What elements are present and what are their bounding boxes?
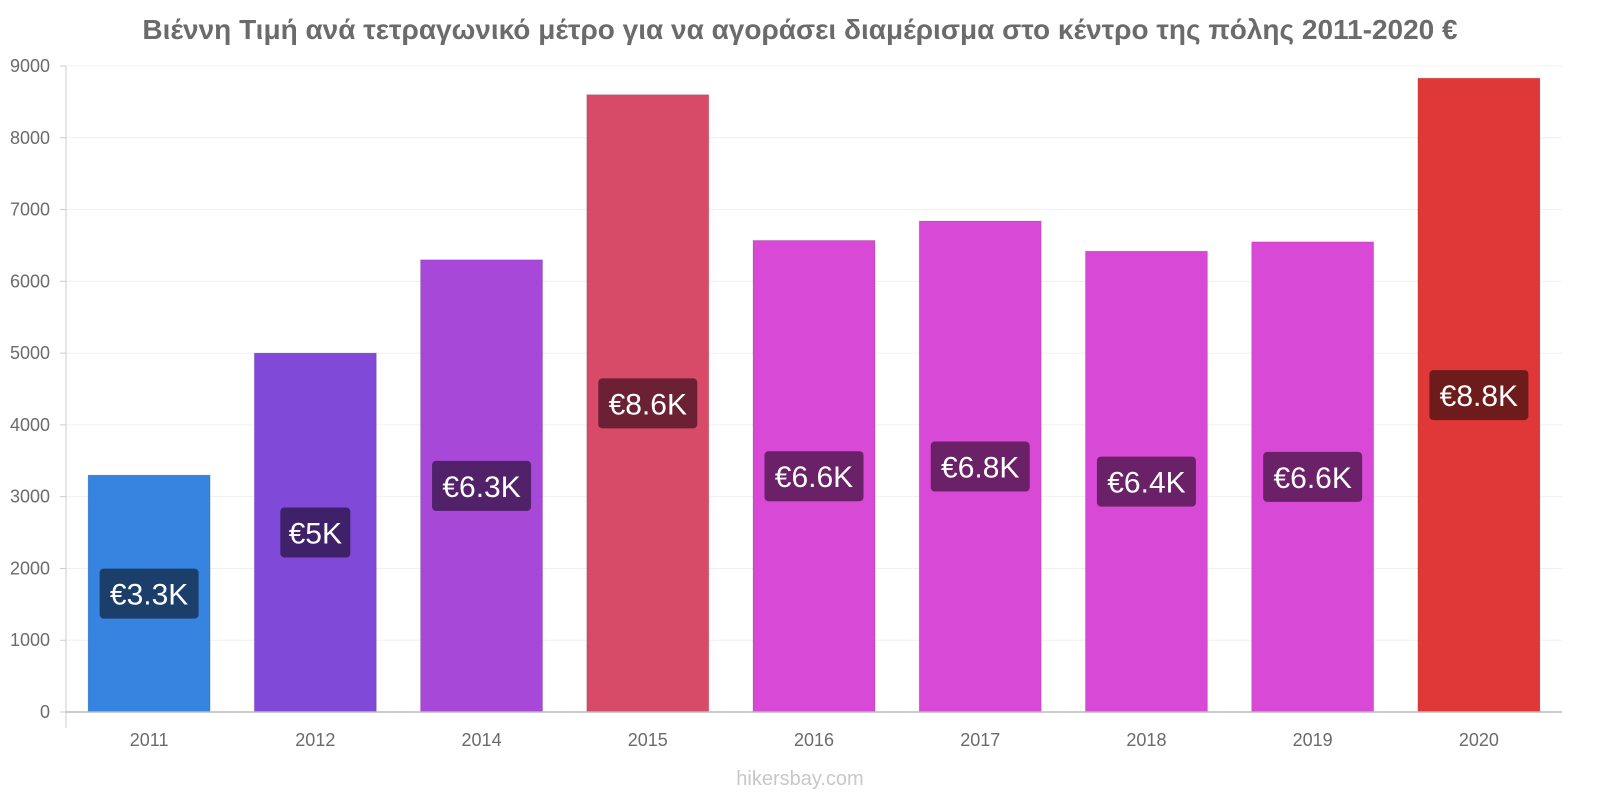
value-label: €6.8K xyxy=(941,452,1019,485)
x-tick-label: 2018 xyxy=(1126,730,1166,750)
value-label: €6.4K xyxy=(1107,467,1185,500)
value-label: €6.3K xyxy=(442,471,520,504)
axes: 0 1000 2000 3000 4000 5000 6000 7000 8000 9000 201… xyxy=(10,56,1562,750)
value-label: €3.3K xyxy=(110,579,188,612)
value-label-box xyxy=(1429,370,1529,421)
y-tick-label: 8000 xyxy=(10,128,50,148)
value-label-box xyxy=(280,507,351,558)
y-tick-label: 7000 xyxy=(10,200,50,220)
y-tick-label: 6000 xyxy=(10,271,50,291)
chart-title: Βιέννη Τιμή ανά τετραγωνικό μέτρο για να… xyxy=(142,14,1458,45)
y-tick-label: 9000 xyxy=(10,56,50,76)
value-label: €5K xyxy=(289,518,342,551)
x-tick-label: 2017 xyxy=(960,730,1000,750)
value-labels: €3.3K €5K €6.3K €8.6K €6.6K €6.8K €6.4K €6.6K €8… xyxy=(99,370,1529,619)
y-tick-label: 1000 xyxy=(10,630,50,650)
value-label-box xyxy=(930,441,1030,492)
x-tick-label: 2019 xyxy=(1293,730,1333,750)
value-label-box xyxy=(1096,456,1196,507)
watermark-source: hikersbay.com xyxy=(736,768,864,790)
value-label: €6.6K xyxy=(775,461,853,494)
value-label-box xyxy=(1263,451,1363,502)
x-tick-label: 2016 xyxy=(794,730,834,750)
x-tick-label: 2020 xyxy=(1459,730,1499,750)
value-label: €6.6K xyxy=(1273,462,1351,495)
value-label-box xyxy=(598,378,698,429)
value-label-box xyxy=(99,568,199,619)
y-tick-label: 5000 xyxy=(10,343,50,363)
value-label: €8.6K xyxy=(609,388,687,421)
value-label-box xyxy=(432,460,532,511)
x-tick-label: 2014 xyxy=(462,730,502,750)
y-tick-label: 3000 xyxy=(10,487,50,507)
y-tick-label: 0 xyxy=(40,702,50,722)
x-tick-label: 2011 xyxy=(130,730,169,750)
bars xyxy=(87,77,1541,713)
y-tick-label: 4000 xyxy=(10,415,50,435)
y-tick-label: 2000 xyxy=(10,558,50,578)
value-label-box xyxy=(764,451,864,502)
x-tick-label: 2015 xyxy=(628,730,668,750)
value-label: €8.8K xyxy=(1440,380,1518,413)
x-tick-label: 2012 xyxy=(295,730,335,750)
